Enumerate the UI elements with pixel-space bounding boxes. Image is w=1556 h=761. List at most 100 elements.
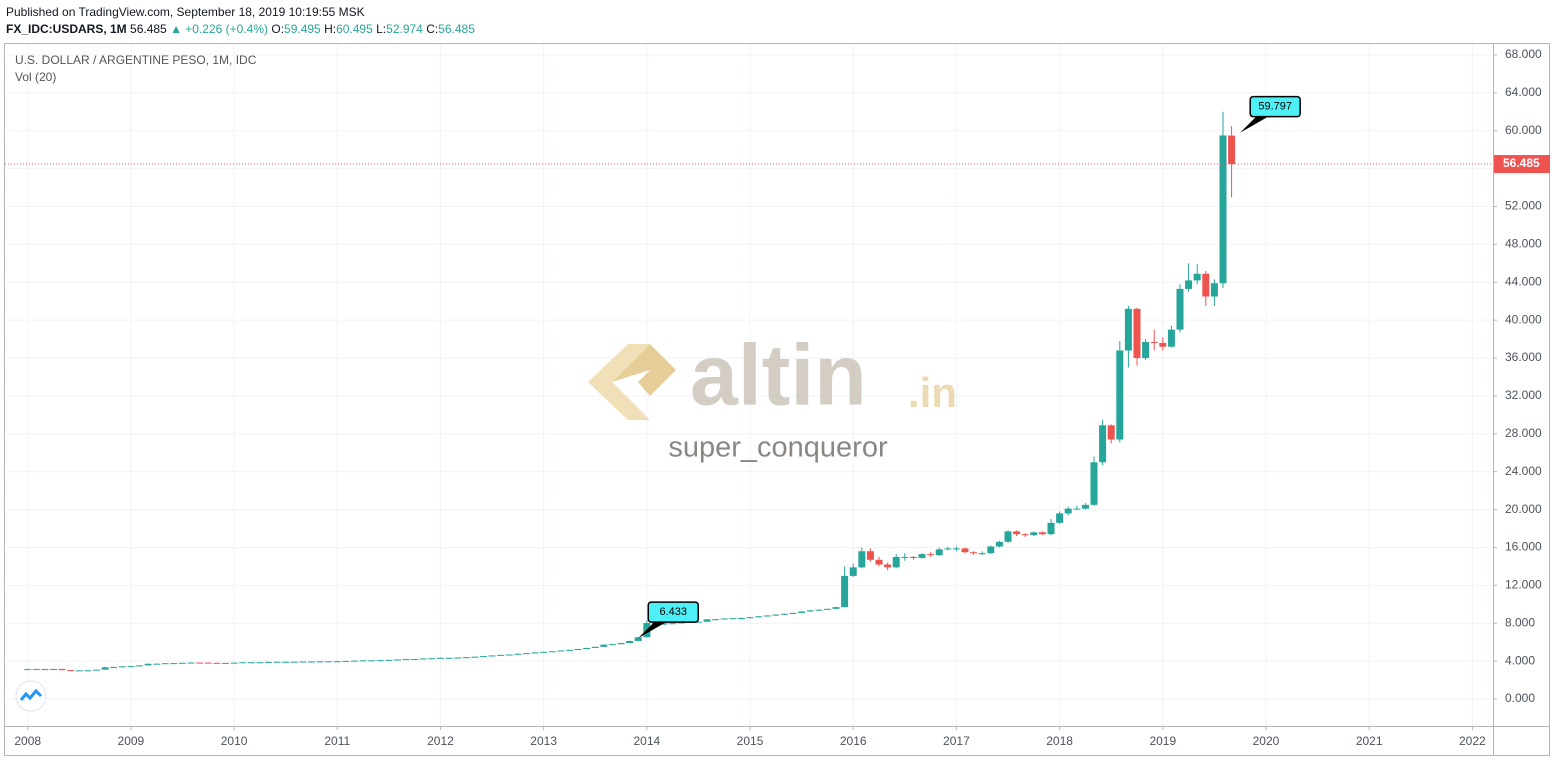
- candle-body: [299, 661, 307, 663]
- candle-body: [376, 660, 384, 662]
- candle-body: [1073, 508, 1081, 510]
- candle-body: [944, 548, 952, 550]
- candle-body: [402, 659, 410, 661]
- candle-body: [385, 659, 393, 661]
- candle-body: [1021, 534, 1029, 536]
- l-value: 52.974: [386, 22, 423, 36]
- candle-body: [84, 670, 92, 672]
- y-tick-label: 0.000: [1505, 691, 1535, 705]
- candle-body: [849, 567, 857, 576]
- header: Published on TradingView.com, September …: [6, 4, 475, 38]
- candle-body: [1176, 288, 1184, 330]
- candle-body: [1150, 341, 1158, 343]
- candle-body: [858, 551, 866, 568]
- candle-body: [591, 646, 599, 648]
- y-tick-label: 20.000: [1505, 502, 1542, 516]
- candle-body: [1142, 341, 1150, 359]
- candle-body: [1159, 342, 1167, 347]
- candle-body: [565, 649, 573, 651]
- x-tick-label: 2017: [943, 734, 970, 748]
- candle-body: [935, 549, 943, 556]
- candle-body: [901, 556, 909, 558]
- candle-body: [1056, 513, 1064, 523]
- candle-body: [161, 663, 169, 665]
- candle-body: [660, 623, 668, 625]
- y-tick-label: 64.000: [1505, 85, 1542, 99]
- x-tick-label: 2010: [221, 734, 248, 748]
- o-label: O:: [271, 22, 285, 36]
- candle-body: [1030, 532, 1038, 536]
- candle-body: [58, 668, 66, 671]
- candle-body: [540, 651, 548, 653]
- candle-body: [49, 668, 57, 670]
- candle-body: [204, 662, 212, 664]
- candle-body: [1228, 135, 1236, 165]
- candle-body: [927, 554, 935, 556]
- candle-body: [110, 667, 118, 669]
- y-tick-label: 16.000: [1505, 540, 1542, 554]
- candle-body: [350, 660, 358, 662]
- candles: [24, 111, 1236, 672]
- candle-body: [187, 662, 195, 664]
- candle-body: [737, 618, 745, 620]
- o-value: 59.495: [284, 22, 321, 36]
- callout-pointer: [638, 622, 667, 639]
- y-tick-label: 8.000: [1505, 615, 1535, 629]
- x-tick-label: 2018: [1046, 734, 1073, 748]
- candle-body: [1116, 350, 1124, 440]
- candle-body: [1038, 532, 1046, 535]
- candle-body: [118, 666, 126, 668]
- candle-body: [720, 618, 728, 620]
- candle-body: [75, 670, 83, 672]
- published: Published on TradingView.com, September …: [6, 5, 365, 19]
- candle-body: [729, 618, 737, 620]
- candle-body: [772, 614, 780, 616]
- candle-body: [961, 548, 969, 553]
- callout-label: 59.797: [1258, 101, 1292, 113]
- logo-shape: [588, 344, 650, 420]
- candle-body: [970, 552, 978, 554]
- h-label: H:: [324, 22, 337, 36]
- candle-body: [892, 556, 900, 568]
- candle-body: [196, 662, 204, 664]
- y-tick-label: 44.000: [1505, 274, 1542, 288]
- h-value: 60.495: [336, 22, 373, 36]
- watermark-author: super_conqueror: [668, 432, 888, 464]
- last-price-box: [1494, 155, 1550, 174]
- candle-body: [1133, 308, 1141, 359]
- c-label: C:: [426, 22, 439, 36]
- x-tick-label: 2012: [427, 734, 454, 748]
- candle-body: [342, 660, 350, 662]
- callout-box: [647, 601, 699, 623]
- candle-body: [978, 553, 986, 555]
- x-tick-label: 2008: [14, 734, 41, 748]
- candle-body: [170, 663, 178, 665]
- candle-body: [127, 666, 135, 668]
- candle-body: [101, 667, 109, 670]
- x-tick-label: 2019: [1149, 734, 1176, 748]
- candle-body: [178, 662, 186, 664]
- candle-body: [780, 613, 788, 615]
- candle-body: [1193, 273, 1201, 281]
- x-tick-label: 2009: [118, 734, 145, 748]
- candle-body: [755, 616, 763, 618]
- candle-body: [522, 653, 530, 655]
- candle-body: [247, 662, 255, 664]
- callout-box: [1249, 95, 1301, 118]
- candle-body: [307, 661, 315, 663]
- candle-body: [798, 611, 806, 613]
- c-value: 56.485: [438, 22, 475, 36]
- x-tick-label: 2020: [1253, 734, 1280, 748]
- candle-body: [135, 665, 143, 667]
- candle-body: [617, 643, 625, 645]
- candle-body: [1047, 522, 1055, 535]
- watermark-suffix: .in: [908, 369, 957, 416]
- y-tick-label: 60.000: [1505, 123, 1542, 137]
- candle-body: [1124, 308, 1132, 351]
- callout-pointer: [1240, 116, 1269, 133]
- candle-body: [514, 653, 522, 655]
- candle-body: [1081, 504, 1089, 509]
- candle-body: [548, 651, 556, 653]
- candle-body: [557, 650, 565, 652]
